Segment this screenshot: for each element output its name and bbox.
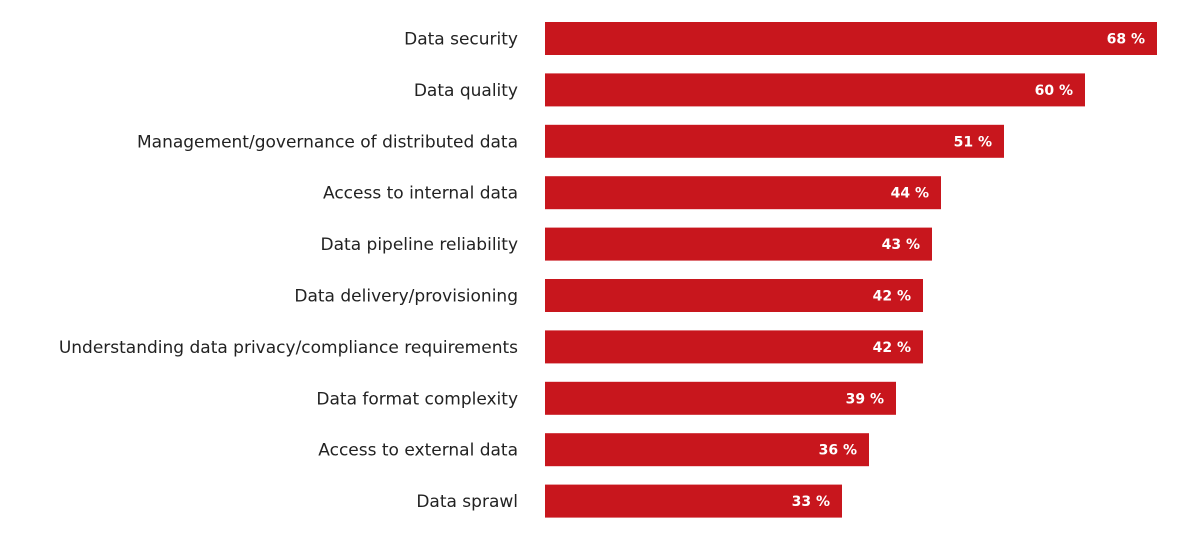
category-label: Data sprawl: [416, 492, 518, 512]
value-label: 42 %: [873, 289, 911, 305]
bar: [545, 227, 932, 261]
bar: [545, 124, 1004, 158]
bar: [545, 433, 869, 467]
bar: [545, 22, 1157, 55]
category-label: Data delivery/provisioning: [294, 287, 518, 307]
category-label: Understanding data privacy/compliance re…: [59, 338, 518, 358]
category-label: Access to internal data: [323, 184, 518, 204]
category-label: Data pipeline reliability: [321, 235, 518, 255]
bar: [545, 279, 923, 312]
value-label: 44 %: [891, 186, 929, 202]
bar: [545, 484, 842, 518]
value-label: 43 %: [882, 237, 920, 253]
value-label: 51 %: [954, 134, 992, 150]
category-label: Data quality: [414, 81, 518, 101]
value-label: 60 %: [1035, 83, 1073, 99]
bar: [545, 330, 923, 364]
value-label: 36 %: [819, 443, 857, 459]
bar: [545, 381, 896, 415]
bar: [545, 176, 941, 210]
category-label: Access to external data: [318, 441, 518, 461]
category-label: Management/governance of distributed dat…: [137, 132, 518, 152]
value-label: 42 %: [873, 340, 911, 356]
bar: [545, 73, 1085, 107]
value-label: 39 %: [846, 391, 884, 407]
category-label: Data format complexity: [316, 389, 518, 409]
category-label: Data security: [404, 30, 518, 50]
value-label: 68 %: [1107, 32, 1145, 48]
value-label: 33 %: [792, 494, 830, 510]
